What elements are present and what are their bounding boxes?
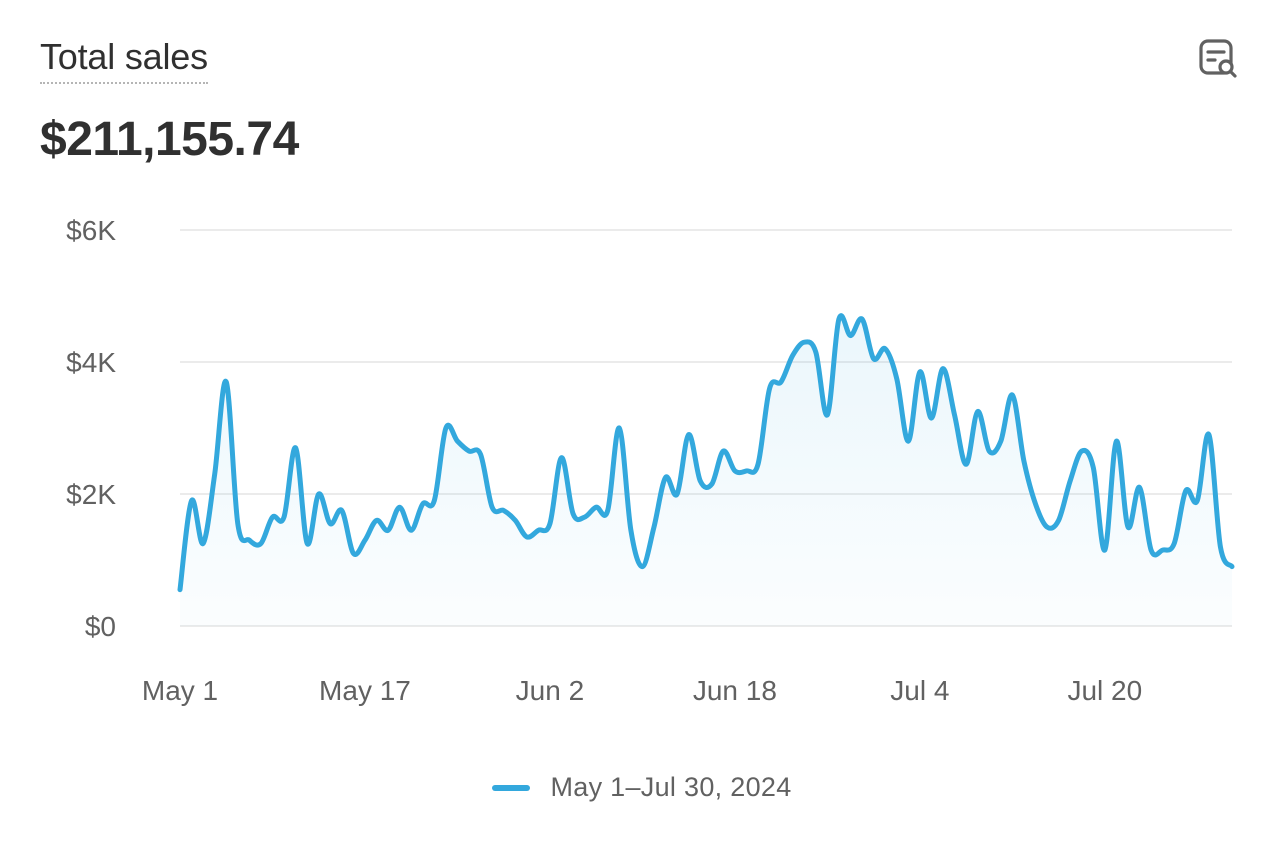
y-tick-label: $4K — [66, 347, 116, 378]
y-tick-label: $0 — [85, 611, 116, 642]
sales-series-line — [177, 313, 1235, 593]
y-tick-label: $6K — [66, 215, 116, 246]
total-sales-value: $211,155.74 — [40, 113, 299, 166]
card-title[interactable]: Total sales — [40, 36, 208, 84]
x-tick-label: Jun 18 — [693, 675, 777, 706]
sales-area-fill — [180, 315, 1232, 626]
x-tick-label: May 17 — [319, 675, 411, 706]
x-tick-label: Jun 2 — [516, 675, 585, 706]
y-tick-label: $2K — [66, 479, 116, 510]
chart-legend: May 1–Jul 30, 2024 — [0, 772, 1284, 803]
x-tick-label: Jul 4 — [890, 675, 949, 706]
legend-label: May 1–Jul 30, 2024 — [550, 772, 792, 802]
legend-swatch — [492, 784, 531, 791]
x-tick-label: May 1 — [142, 675, 218, 706]
x-tick-label: Jul 20 — [1067, 675, 1142, 706]
report-search-icon[interactable] — [1196, 36, 1240, 80]
